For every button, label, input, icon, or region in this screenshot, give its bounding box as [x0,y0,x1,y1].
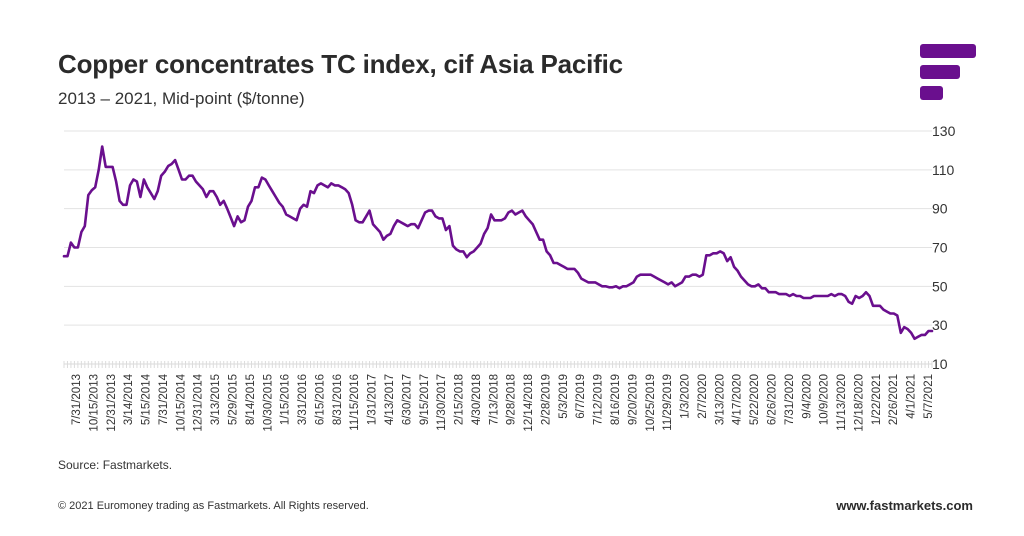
x-tick-label: 7/13/2018 [488,374,500,425]
y-tick-label: 50 [932,278,948,294]
x-tick-label: 10/15/2014 [175,373,187,431]
website-link[interactable]: www.fastmarkets.com [836,498,973,513]
x-tick-label: 5/3/2019 [558,374,570,419]
x-tick-label: 12/31/2014 [193,373,205,431]
x-tick-label: 6/15/2016 [314,374,326,425]
y-tick-label: 130 [932,123,956,139]
x-tick-label: 3/31/2016 [297,374,309,425]
series-line [62,145,934,341]
y-tick-label: 30 [932,317,948,333]
x-tick-label: 6/30/2017 [401,374,413,425]
x-tick-label: 9/15/2017 [419,374,431,425]
x-tick-label: 10/15/2013 [88,374,100,432]
x-tick-label: 12/18/2020 [853,374,865,432]
x-tick-label: 1/3/2020 [680,374,692,419]
chart-title: Copper concentrates TC index, cif Asia P… [58,49,623,79]
x-tick-label: 8/16/2019 [610,374,622,425]
x-tick-label: 12/31/2013 [106,374,118,432]
x-tick-label: 2/26/2021 [888,374,900,425]
x-tick-label: 8/14/2015 [245,374,257,425]
x-tick-label: 7/31/2020 [784,374,796,425]
x-axis [63,361,933,368]
x-tick-label: 10/30/2015 [262,374,274,432]
logo-bar-top [920,44,976,58]
x-tick-label: 5/22/2020 [749,374,761,425]
x-axis-tick-labels: 7/31/2013 10/15/2013 12/31/2013 3/14/2014 5/… [71,373,935,431]
x-tick-label: 11/29/2019 [662,374,674,431]
fastmarkets-logo [920,44,976,102]
y-tick-label: 90 [932,201,948,217]
x-tick-label: 5/29/2015 [227,374,239,425]
x-tick-label: 4/1/2021 [906,374,918,419]
gridlines [64,130,932,326]
source-note: Source: Fastmarkets. [58,458,173,472]
x-tick-label: 12/14/2018 [523,374,535,432]
x-tick-label: 7/31/2014 [158,373,170,425]
x-tick-label: 4/17/2020 [732,374,744,425]
series-group [62,145,934,341]
x-tick-label: 9/4/2020 [801,374,813,419]
logo-bar-bottom [920,86,943,100]
x-tick-label: 1/31/2017 [367,374,379,425]
x-tick-label: 9/20/2019 [627,374,639,425]
y-tick-label: 110 [932,162,955,178]
x-tick-label: 4/30/2018 [471,374,483,425]
x-tick-label: 11/15/2016 [349,374,361,431]
x-tick-label: 3/13/2015 [210,374,222,425]
x-tick-label: 2/28/2019 [540,374,552,425]
copyright-notice: © 2021 Euromoney trading as Fastmarkets.… [58,500,369,512]
chart-subtitle: 2013 – 2021, Mid-point ($/tonne) [58,89,305,108]
x-tick-label: 6/26/2020 [767,374,779,425]
x-tick-label: 1/15/2016 [280,374,292,425]
x-tick-label: 9/28/2018 [506,374,518,425]
x-tick-label: 11/13/2020 [836,374,848,431]
x-tick-label: 2/7/2020 [697,374,709,419]
x-tick-label: 8/31/2016 [332,374,344,425]
x-tick-label: 3/14/2014 [123,373,135,425]
x-tick-label: 7/12/2019 [593,374,605,425]
y-tick-label: 70 [932,240,948,256]
x-tick-label: 5/15/2014 [141,373,153,425]
line-chart: 10 30 50 70 90 110 130 7/31/2013 10/15/2013 12/3… [62,123,956,432]
x-tick-label: 6/7/2019 [575,374,587,419]
y-tick-label: 10 [932,356,948,372]
x-tick-label: 1/22/2021 [871,374,883,425]
logo-bar-middle [920,65,960,79]
y-axis-ticks: 10 30 50 70 90 110 130 [932,123,956,372]
x-tick-label: 4/13/2017 [384,374,396,425]
x-tick-label: 5/7/2021 [923,374,935,419]
x-tick-label: 10/9/2020 [819,374,831,425]
x-tick-label: 11/30/2017 [436,374,448,431]
x-tick-label: 2/15/2018 [454,374,466,425]
x-tick-label: 10/25/2019 [645,374,657,432]
x-tick-label: 3/13/2020 [714,374,726,425]
x-tick-label: 7/31/2013 [71,374,83,425]
